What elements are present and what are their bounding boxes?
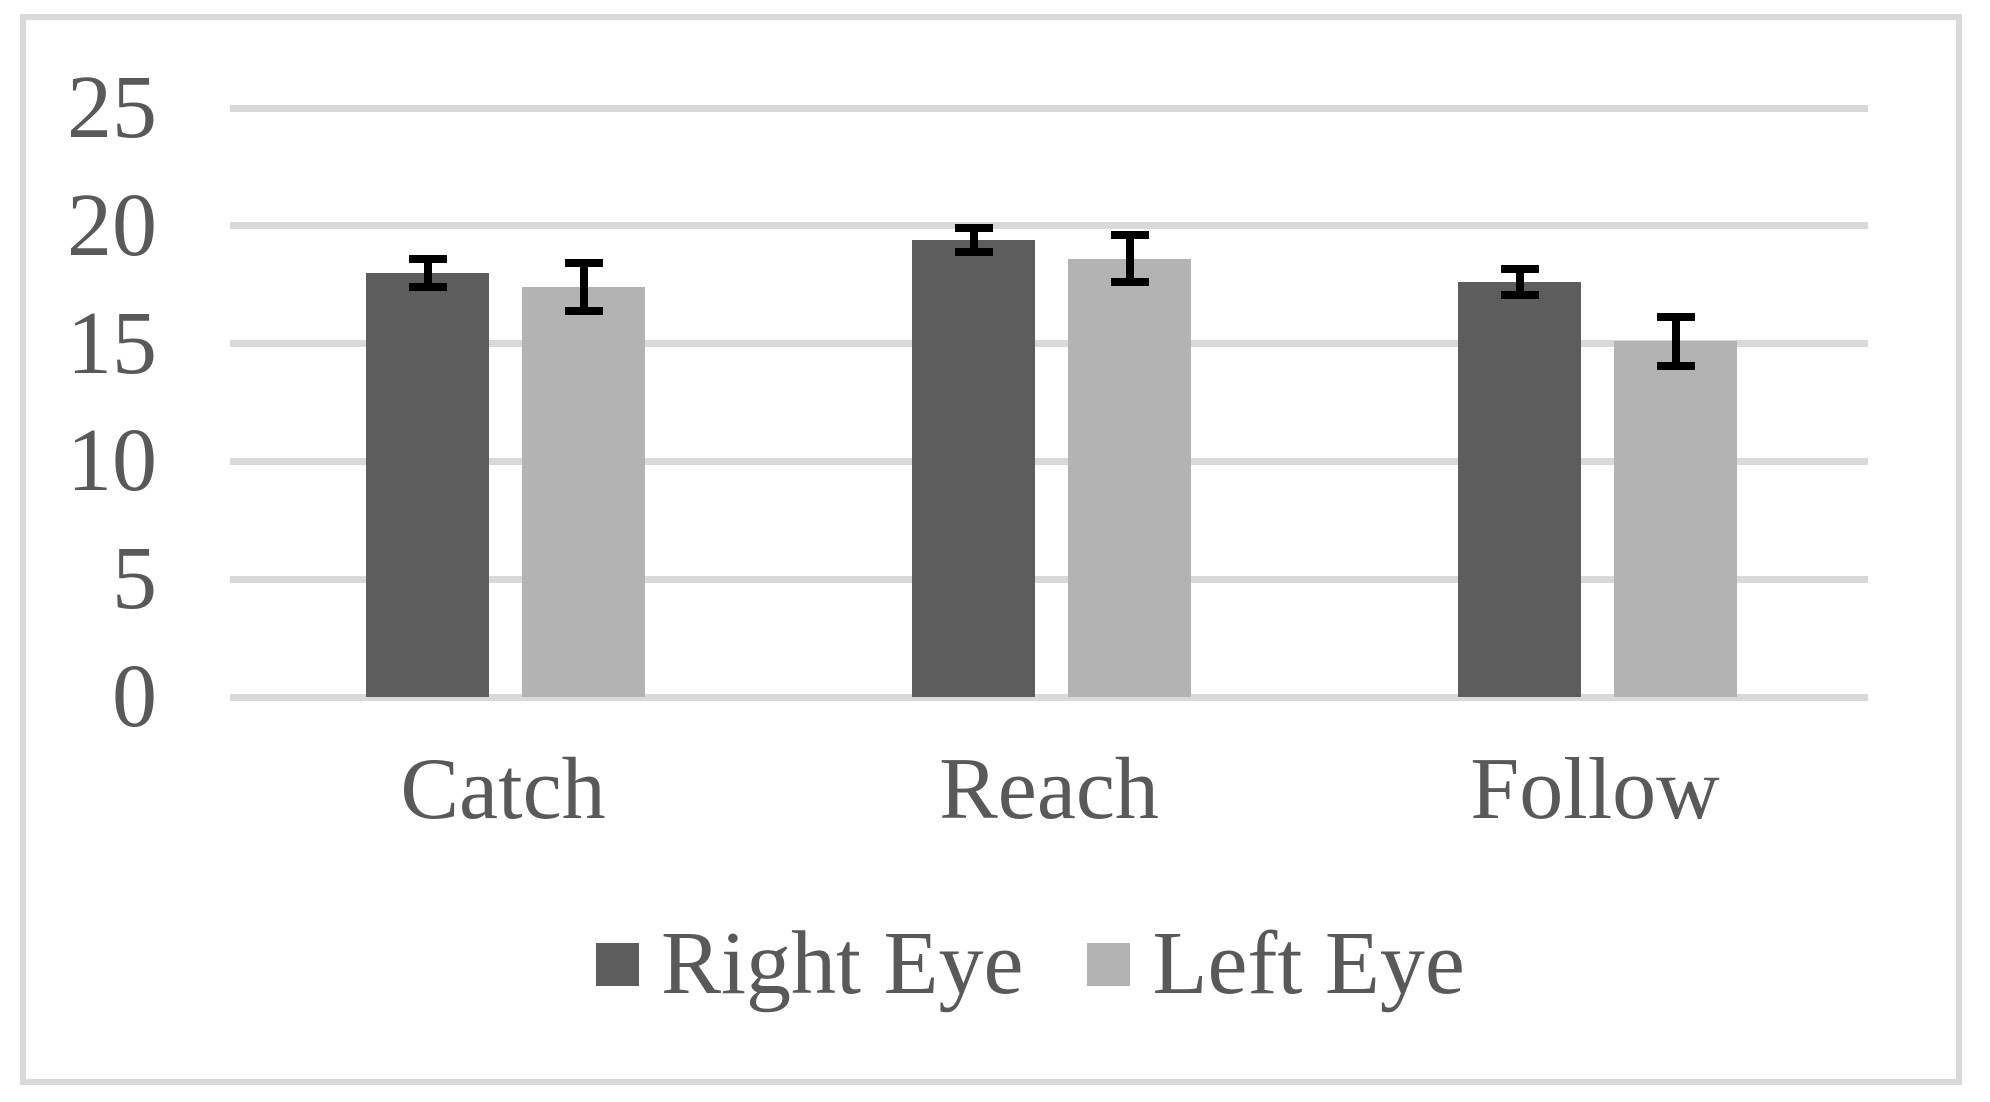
error-bar-line	[1125, 235, 1134, 283]
gridline-y5	[230, 575, 1868, 583]
y-tick-label: 0	[112, 647, 157, 746]
error-bar-line	[423, 258, 432, 288]
bar-left-eye-reach	[1068, 258, 1191, 697]
error-bar-cap-bottom	[1110, 278, 1149, 287]
gridline-y15	[230, 340, 1868, 348]
legend-marker-left-eye	[1087, 942, 1131, 986]
legend-label: Right Eye	[661, 914, 1024, 1013]
y-tick-label: 15	[67, 293, 157, 393]
category-label-reach: Reach	[939, 741, 1159, 838]
legend: Right Eye Left Eye	[596, 918, 1465, 1010]
error-bar-cap-bottom	[1500, 291, 1539, 300]
error-bar-cap-top	[564, 259, 603, 268]
y-tick-label: 20	[67, 175, 157, 275]
error-bar-line	[969, 228, 978, 252]
error-bar-cap-top	[1500, 265, 1539, 274]
error-bar-cap-top	[954, 224, 993, 233]
bar-right-eye-reach	[912, 239, 1035, 697]
y-tick-label: 25	[67, 58, 157, 157]
error-bar-cap-bottom	[564, 306, 603, 315]
bar-right-eye-follow	[1458, 282, 1581, 697]
error-bar-line	[1671, 316, 1680, 366]
gridline-y20	[230, 222, 1868, 230]
error-bar-cap-bottom	[954, 247, 993, 256]
error-bar-line	[1515, 269, 1524, 296]
gridline-y0	[230, 693, 1868, 701]
category-label-catch: Catch	[400, 741, 606, 838]
y-tick-label: 5	[112, 529, 157, 629]
error-bar-line	[579, 263, 588, 311]
legend-label: Left Eye	[1152, 914, 1465, 1013]
category-label-follow: Follow	[1470, 741, 1720, 838]
bar-left-eye-follow	[1614, 341, 1737, 697]
gridline-y25	[230, 104, 1868, 112]
error-bar-cap-top	[1656, 312, 1695, 321]
bar-left-eye-catch	[522, 287, 645, 697]
gridline-y10	[230, 457, 1868, 465]
error-bar-cap-top	[1110, 231, 1149, 240]
bar-right-eye-catch	[366, 272, 489, 697]
y-tick-label: 10	[67, 411, 157, 511]
legend-item-right-eye: Right Eye	[596, 918, 1023, 1010]
error-bar-cap-bottom	[1656, 361, 1695, 370]
legend-marker-right-eye	[596, 942, 639, 986]
error-bar-cap-bottom	[408, 283, 447, 292]
error-bar-cap-top	[408, 254, 447, 263]
legend-item-left-eye: Left Eye	[1087, 914, 1465, 1013]
